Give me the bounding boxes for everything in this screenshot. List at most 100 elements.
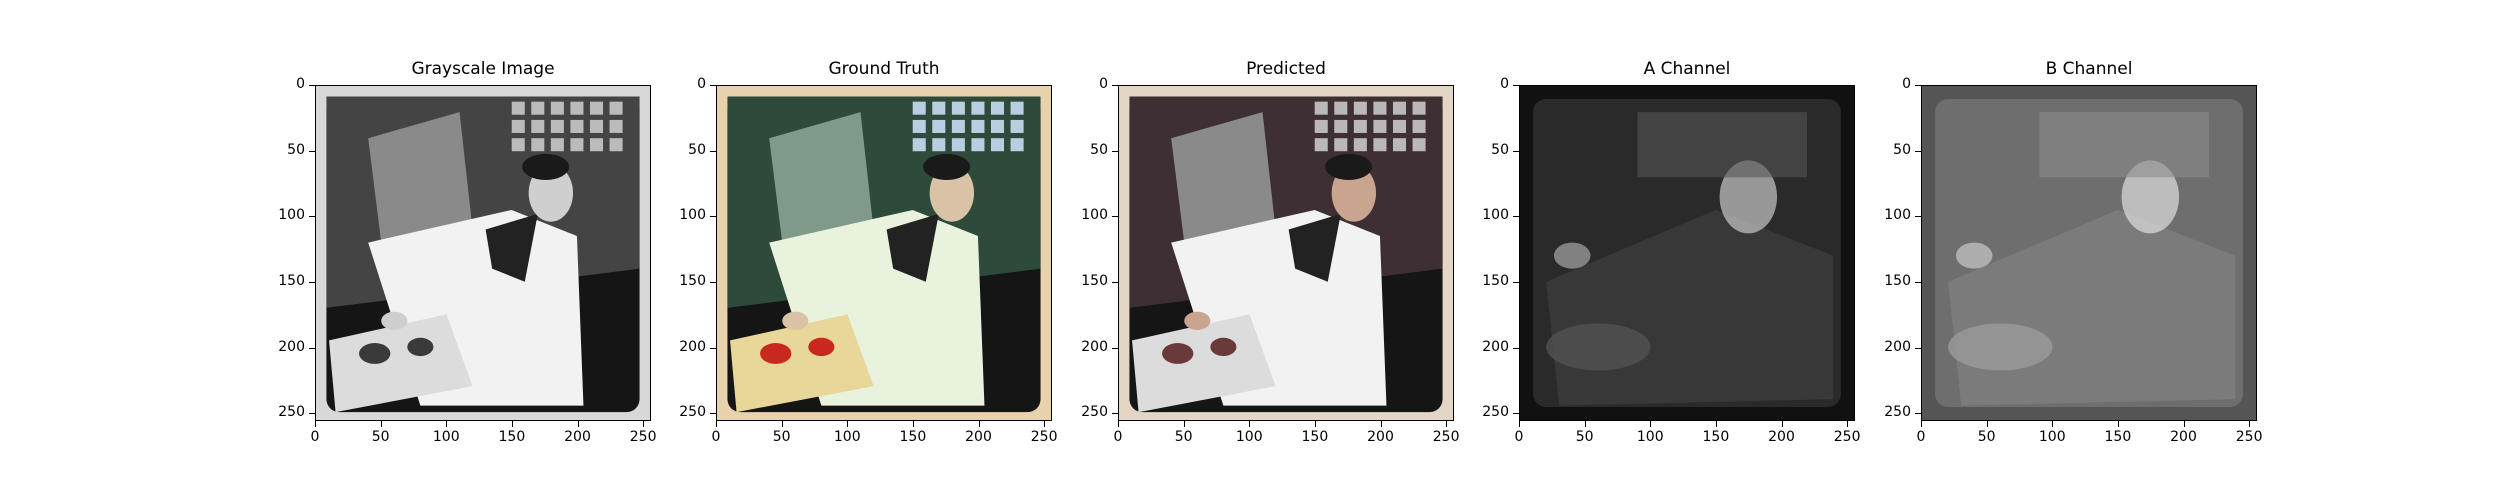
y-tick bbox=[1513, 347, 1519, 349]
y-tick-label: 100 bbox=[1482, 207, 1509, 224]
image-color bbox=[717, 86, 1051, 420]
x-tick-label: 200 bbox=[1367, 429, 1394, 445]
y-tick-label: 200 bbox=[1884, 338, 1911, 355]
x-tick-label: 250 bbox=[1432, 429, 1460, 445]
y-tick-label: 250 bbox=[679, 404, 706, 421]
y-tick bbox=[1915, 413, 1921, 415]
x-tick bbox=[1183, 421, 1185, 427]
y-tick-label: 150 bbox=[1081, 272, 1108, 289]
x-tick-label: 50 bbox=[371, 429, 390, 445]
y-tick bbox=[1915, 347, 1921, 349]
subplot-title: Ground Truth bbox=[828, 59, 940, 79]
y-tick-label: 250 bbox=[1482, 404, 1509, 421]
y-tick-label: 250 bbox=[278, 404, 305, 421]
y-tick-label: 0 bbox=[1500, 76, 1509, 92]
x-tick bbox=[380, 421, 382, 427]
x-tick bbox=[1044, 421, 1046, 427]
x-tick bbox=[2052, 421, 2054, 427]
y-tick bbox=[1915, 216, 1921, 218]
y-tick bbox=[1513, 85, 1519, 86]
x-tick-label: 150 bbox=[899, 429, 927, 445]
y-tick bbox=[1915, 281, 1921, 283]
x-tick bbox=[446, 421, 448, 427]
x-tick bbox=[1847, 421, 1849, 427]
x-tick-label: 50 bbox=[772, 429, 791, 445]
image-pred bbox=[1119, 86, 1453, 420]
x-tick-label: 200 bbox=[1768, 429, 1795, 445]
y-tick bbox=[1112, 347, 1118, 349]
y-tick-label: 150 bbox=[278, 272, 305, 289]
x-tick bbox=[716, 421, 717, 427]
x-tick-label: 100 bbox=[833, 429, 861, 445]
x-tick bbox=[1446, 421, 1448, 427]
x-tick-label: 200 bbox=[965, 429, 992, 445]
subplot-title: B Channel bbox=[2045, 59, 2133, 79]
y-tick-label: 100 bbox=[679, 207, 706, 224]
x-tick bbox=[1519, 421, 1520, 427]
y-tick bbox=[710, 413, 716, 415]
image-axes bbox=[1921, 85, 2257, 421]
y-tick-label: 100 bbox=[1081, 207, 1108, 224]
y-tick bbox=[710, 85, 716, 86]
y-tick-label: 0 bbox=[296, 76, 305, 92]
y-tick-label: 50 bbox=[1491, 141, 1509, 158]
subplot-title: Grayscale Image bbox=[411, 59, 555, 79]
x-tick bbox=[978, 421, 980, 427]
x-tick bbox=[2183, 421, 2185, 427]
x-tick-label: 250 bbox=[1833, 429, 1861, 445]
x-tick bbox=[1986, 421, 1988, 427]
x-tick-label: 150 bbox=[1301, 429, 1329, 445]
y-tick bbox=[1112, 216, 1118, 218]
x-tick bbox=[2249, 421, 2251, 427]
x-tick-label: 0 bbox=[1113, 429, 1123, 445]
y-tick bbox=[309, 216, 315, 218]
y-tick bbox=[710, 347, 716, 349]
y-tick bbox=[1112, 413, 1118, 415]
image-axes bbox=[315, 85, 651, 421]
x-tick bbox=[1314, 421, 1316, 427]
y-tick-label: 250 bbox=[1884, 404, 1911, 421]
x-tick-label: 50 bbox=[1174, 429, 1193, 445]
x-tick-label: 150 bbox=[1702, 429, 1730, 445]
x-tick bbox=[1781, 421, 1783, 427]
x-tick bbox=[781, 421, 783, 427]
x-tick-label: 0 bbox=[310, 429, 320, 445]
y-tick bbox=[1112, 281, 1118, 283]
y-tick bbox=[1513, 150, 1519, 152]
x-tick bbox=[1118, 421, 1119, 427]
y-tick-label: 200 bbox=[679, 338, 706, 355]
x-tick-label: 250 bbox=[629, 429, 657, 445]
x-tick-label: 0 bbox=[711, 429, 721, 445]
y-tick bbox=[309, 281, 315, 283]
y-tick bbox=[710, 150, 716, 152]
x-tick bbox=[315, 421, 316, 427]
x-tick-label: 150 bbox=[498, 429, 526, 445]
y-tick-label: 0 bbox=[1902, 76, 1911, 92]
y-tick bbox=[309, 413, 315, 415]
x-tick bbox=[1715, 421, 1717, 427]
x-tick-label: 250 bbox=[2235, 429, 2263, 445]
subplot-title: Predicted bbox=[1246, 59, 1326, 79]
image-gray bbox=[316, 86, 650, 420]
x-tick bbox=[511, 421, 513, 427]
y-tick bbox=[1112, 85, 1118, 86]
x-tick-label: 0 bbox=[1916, 429, 1926, 445]
x-tick bbox=[643, 421, 645, 427]
y-tick bbox=[1915, 85, 1921, 86]
y-tick bbox=[1513, 216, 1519, 218]
image-bchan bbox=[1922, 86, 2256, 420]
y-tick-label: 0 bbox=[1099, 76, 1108, 92]
y-tick bbox=[1513, 413, 1519, 415]
x-tick bbox=[1921, 421, 1922, 427]
y-tick bbox=[710, 281, 716, 283]
image-axes bbox=[1118, 85, 1454, 421]
x-tick bbox=[847, 421, 849, 427]
x-tick-label: 50 bbox=[1575, 429, 1594, 445]
y-tick-label: 50 bbox=[1090, 141, 1108, 158]
x-tick bbox=[912, 421, 914, 427]
y-tick-label: 0 bbox=[697, 76, 706, 92]
